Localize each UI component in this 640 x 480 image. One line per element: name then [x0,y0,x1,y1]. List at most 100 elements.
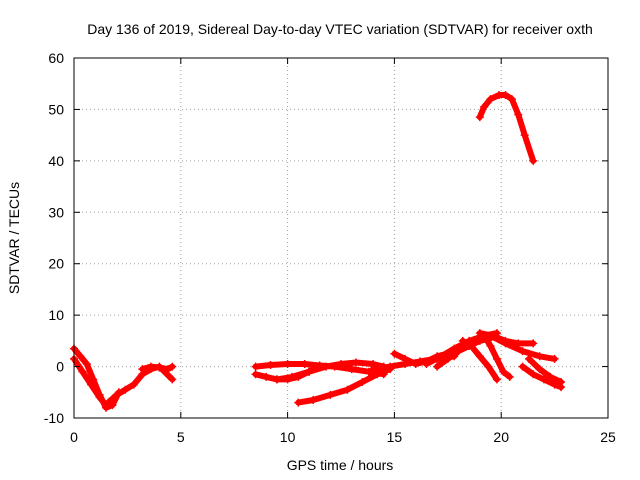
data-point [168,362,177,371]
data-point [266,361,275,370]
data-point [458,336,467,345]
x-tick-label: 20 [493,429,509,445]
data-point [539,375,548,384]
x-tick-label: 15 [387,429,403,445]
data-point [484,362,493,371]
data-point [300,360,309,368]
data-point [358,378,367,386]
x-tick-label: 5 [177,429,185,445]
data-point [369,365,378,374]
data-point [486,331,495,340]
data-point [529,156,538,165]
data-point [422,360,431,368]
data-point [486,342,495,350]
y-tick-label: 40 [48,153,64,169]
series-arc-16 [486,331,559,363]
series-arc-17 [518,362,566,392]
data-point [364,367,373,376]
data-point [386,362,395,371]
y-tick-label: 60 [48,50,64,66]
series-arc-13 [458,336,501,384]
axis-ticks: 0 5 10 15 20 25 -10 0 10 20 30 40 50 60 [44,50,616,445]
data-point [486,95,495,104]
data-point [168,375,177,384]
data-point [95,393,104,402]
data-point [390,349,399,358]
data-point [492,354,501,363]
data-point [529,339,538,348]
y-tick-label: -10 [44,410,64,426]
data-point [475,329,484,338]
data-point [505,372,514,381]
series-arc-2 [70,354,111,410]
data-point [514,110,523,119]
data-point [518,362,527,371]
data-point [251,370,260,379]
data-point [347,365,356,374]
y-tick-label: 0 [56,359,64,375]
x-tick-label: 0 [70,429,78,445]
data-point [262,372,271,381]
y-tick-label: 50 [48,101,64,117]
data-point [437,352,446,361]
data-point [535,365,544,374]
y-tick-label: 10 [48,307,64,323]
data-point [454,347,463,356]
data-point [337,360,345,368]
data-point [163,365,172,374]
data-point [467,342,476,350]
data-point [501,339,510,348]
series-arc-18 [524,354,566,386]
data-point [507,95,516,104]
data-point [518,347,527,356]
data-point [87,380,96,389]
data-point [546,372,555,381]
data-point [499,367,508,376]
data-point [501,91,510,100]
chart-title: Day 136 of 2019, Sidereal Day-to-day VTE… [87,21,593,37]
data-point [304,367,313,376]
plot-area [70,91,566,412]
data-point [76,352,85,361]
data-point [343,385,352,394]
data-point [112,390,121,399]
data-point [138,365,147,374]
data-point [433,362,442,371]
data-point [480,102,489,111]
series-arc-15 [480,331,514,381]
data-point [294,398,303,407]
x-tick-label: 10 [280,429,296,445]
data-point [272,375,281,384]
data-point [155,363,164,372]
x-axis-label: GPS time / hours [287,457,394,473]
plot-frame [73,57,609,419]
data-point [82,360,91,368]
data-point [557,378,566,386]
data-point [492,375,501,384]
data-point [283,360,292,368]
data-point [251,362,260,371]
data-point [78,367,87,376]
data-point [535,352,544,361]
data-point [373,370,382,379]
series-arc-4 [138,362,177,374]
data-point [351,358,360,367]
data-point [524,354,533,363]
y-axis-label: SDTVAR / TECUs [6,182,22,294]
data-point [475,336,484,345]
data-point [322,362,331,371]
data-point [520,131,529,140]
data-point [529,370,538,379]
series-line [526,355,564,385]
series-arc-7 [272,358,388,384]
data-point [411,360,420,368]
data-point [475,113,484,122]
data-point [104,398,113,407]
data-point [309,396,318,404]
x-tick-label: 25 [600,429,616,445]
data-point [550,354,559,363]
data-point [129,380,138,389]
